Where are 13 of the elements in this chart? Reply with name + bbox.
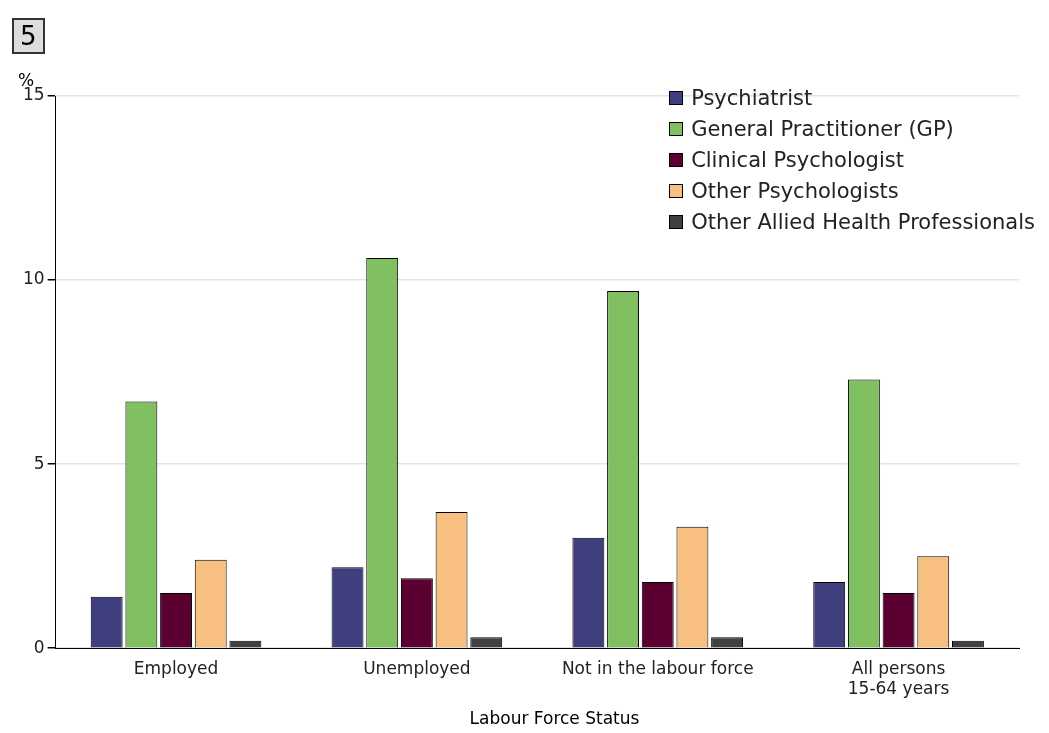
y-tick-label: 0 (33, 636, 45, 657)
x-tick-label: All persons 15-64 years (847, 657, 950, 699)
x-axis-title: Labour Force Status (468, 708, 641, 728)
legend-label: Clinical Psychologist (691, 147, 904, 172)
legend-label: Other Allied Health Professionals (691, 209, 1035, 234)
x-tick-label: Not in the labour force (561, 657, 754, 678)
y-tick-label: 5 (33, 452, 45, 473)
y-tick-label: 10 (22, 268, 45, 289)
legend-label: General Practitioner (GP) (691, 116, 954, 141)
legend-label: Other Psychologists (691, 178, 899, 203)
x-tick-label: Employed (133, 657, 219, 678)
x-tick-label: Unemployed (363, 657, 471, 678)
legend-label: Psychiatrist (691, 85, 813, 110)
